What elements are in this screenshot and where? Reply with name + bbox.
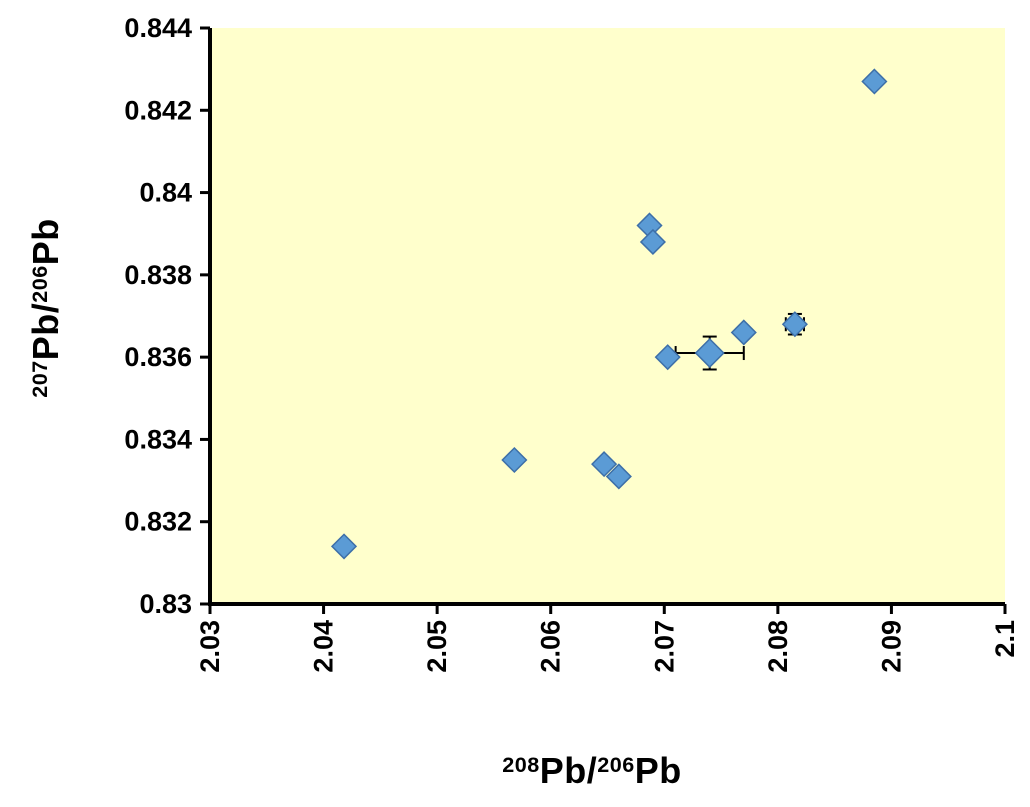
x-tick-label: 2.05 [422, 620, 452, 673]
y-axis-isotope-207: 207 [27, 360, 53, 398]
data-point [591, 451, 618, 478]
y-tick-label: 0.84 [139, 178, 192, 208]
data-point [861, 68, 888, 95]
x-tick-label: 2.06 [536, 620, 566, 673]
data-point [654, 344, 681, 371]
y-tick-label: 0.842 [124, 95, 192, 125]
x-tick-label: 2.1 [990, 620, 1020, 658]
y-tick-label: 0.844 [124, 13, 192, 43]
data-point [694, 337, 725, 369]
y-axis-title: 207Pb/206Pb [25, 218, 67, 398]
y-tick-label: 0.834 [124, 424, 192, 454]
y-tick-label: 0.838 [124, 260, 192, 290]
x-tick-label: 2.07 [649, 620, 679, 673]
data-point [501, 446, 528, 474]
data-point [730, 319, 757, 346]
x-tick-label: 2.04 [309, 620, 339, 673]
y-axis-isotope-206: 206 [27, 265, 53, 303]
x-axis-title: 208Pb/206Pb [502, 750, 682, 792]
y-axis-element-1: Pb/ [25, 302, 66, 361]
x-axis-element-2: Pb [634, 750, 682, 791]
data-point [330, 533, 358, 560]
y-axis-element-2: Pb [25, 218, 66, 266]
x-tick-label: 2.08 [763, 620, 793, 673]
data-point [605, 463, 632, 490]
x-axis-isotope-206: 206 [597, 752, 635, 778]
y-tick-label: 0.836 [124, 342, 192, 372]
x-tick-label: 2.03 [195, 620, 225, 673]
x-axis-isotope-208: 208 [502, 752, 540, 778]
data-point [781, 311, 808, 338]
y-tick-label: 0.832 [124, 507, 192, 537]
data-point [639, 228, 666, 256]
x-axis-element-1: Pb/ [539, 750, 598, 791]
y-tick-label: 0.83 [139, 589, 192, 619]
x-tick-label: 2.09 [876, 620, 906, 673]
plot-background [210, 28, 1005, 604]
